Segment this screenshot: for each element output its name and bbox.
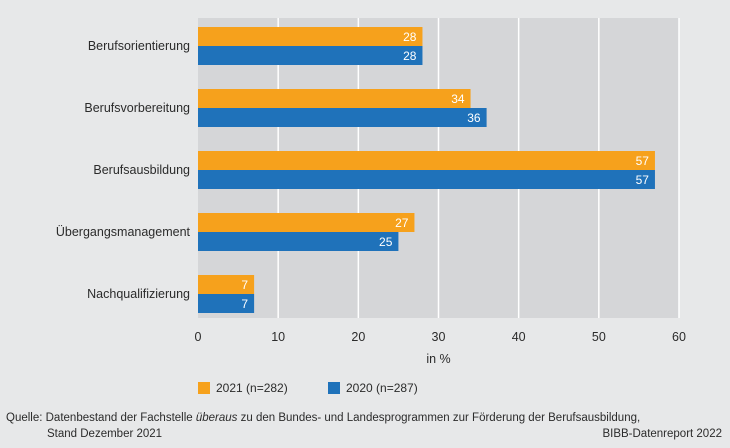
x-axis-title: in % [426,352,450,366]
bar-value-label: 34 [451,92,465,106]
x-tick-label: 50 [592,330,606,344]
bar [198,46,423,65]
publication-brand: BIBB-Datenreport 2022 [602,428,722,440]
bar [198,151,655,170]
x-tick-labels: 0 10 20 30 40 50 60 [195,330,686,344]
bar [198,27,423,46]
legend-item-2021: 2021 (n=282) [198,381,288,395]
legend-swatch-2021 [198,382,210,394]
x-tick-label: 0 [195,330,202,344]
category-label: Übergangsmanagement [56,225,191,239]
bar [198,170,655,189]
legend-label-2021: 2021 (n=282) [216,381,288,395]
bar-value-label: 25 [379,235,393,249]
bar-value-label: 57 [636,154,650,168]
legend-swatch-2020 [328,382,340,394]
category-label: Berufsorientierung [88,39,190,53]
x-tick-label: 40 [512,330,526,344]
bar-value-label: 36 [467,111,481,125]
bar [198,294,255,313]
category-label: Berufsvorbereitung [84,101,190,115]
bar-value-label: 57 [636,173,650,187]
source-date: Stand Dezember 2021 [47,428,163,440]
source-note: Quelle: Datenbestand der Fachstelle über… [6,410,640,442]
bar [198,108,487,127]
bar-value-label: 28 [403,30,417,44]
bar-value-label: 28 [403,49,417,63]
source-suffix: zu den Bundes- und Landesprogrammen zur … [237,412,641,424]
category-label: Berufsausbildung [93,163,190,177]
bar-value-label: 7 [241,278,248,292]
category-label: Nachqualifizierung [87,287,190,301]
x-tick-label: 20 [351,330,365,344]
legend-label-2020: 2020 (n=287) [346,381,418,395]
bar [198,232,399,251]
bar [198,213,415,232]
source-prefix: Quelle: Datenbestand der Fachstelle [6,412,196,424]
source-emphasis: überaus [195,412,238,424]
bar [198,89,471,108]
x-tick-label: 10 [271,330,285,344]
legend-item-2020: 2020 (n=287) [328,381,418,395]
x-tick-label: 30 [432,330,446,344]
bar-value-label: 7 [241,297,248,311]
x-tick-label: 60 [672,330,686,344]
category-labels: Berufsorientierung Berufsvorbereitung Beru… [56,39,191,301]
bar-value-label: 27 [395,216,409,230]
bar [198,275,255,294]
